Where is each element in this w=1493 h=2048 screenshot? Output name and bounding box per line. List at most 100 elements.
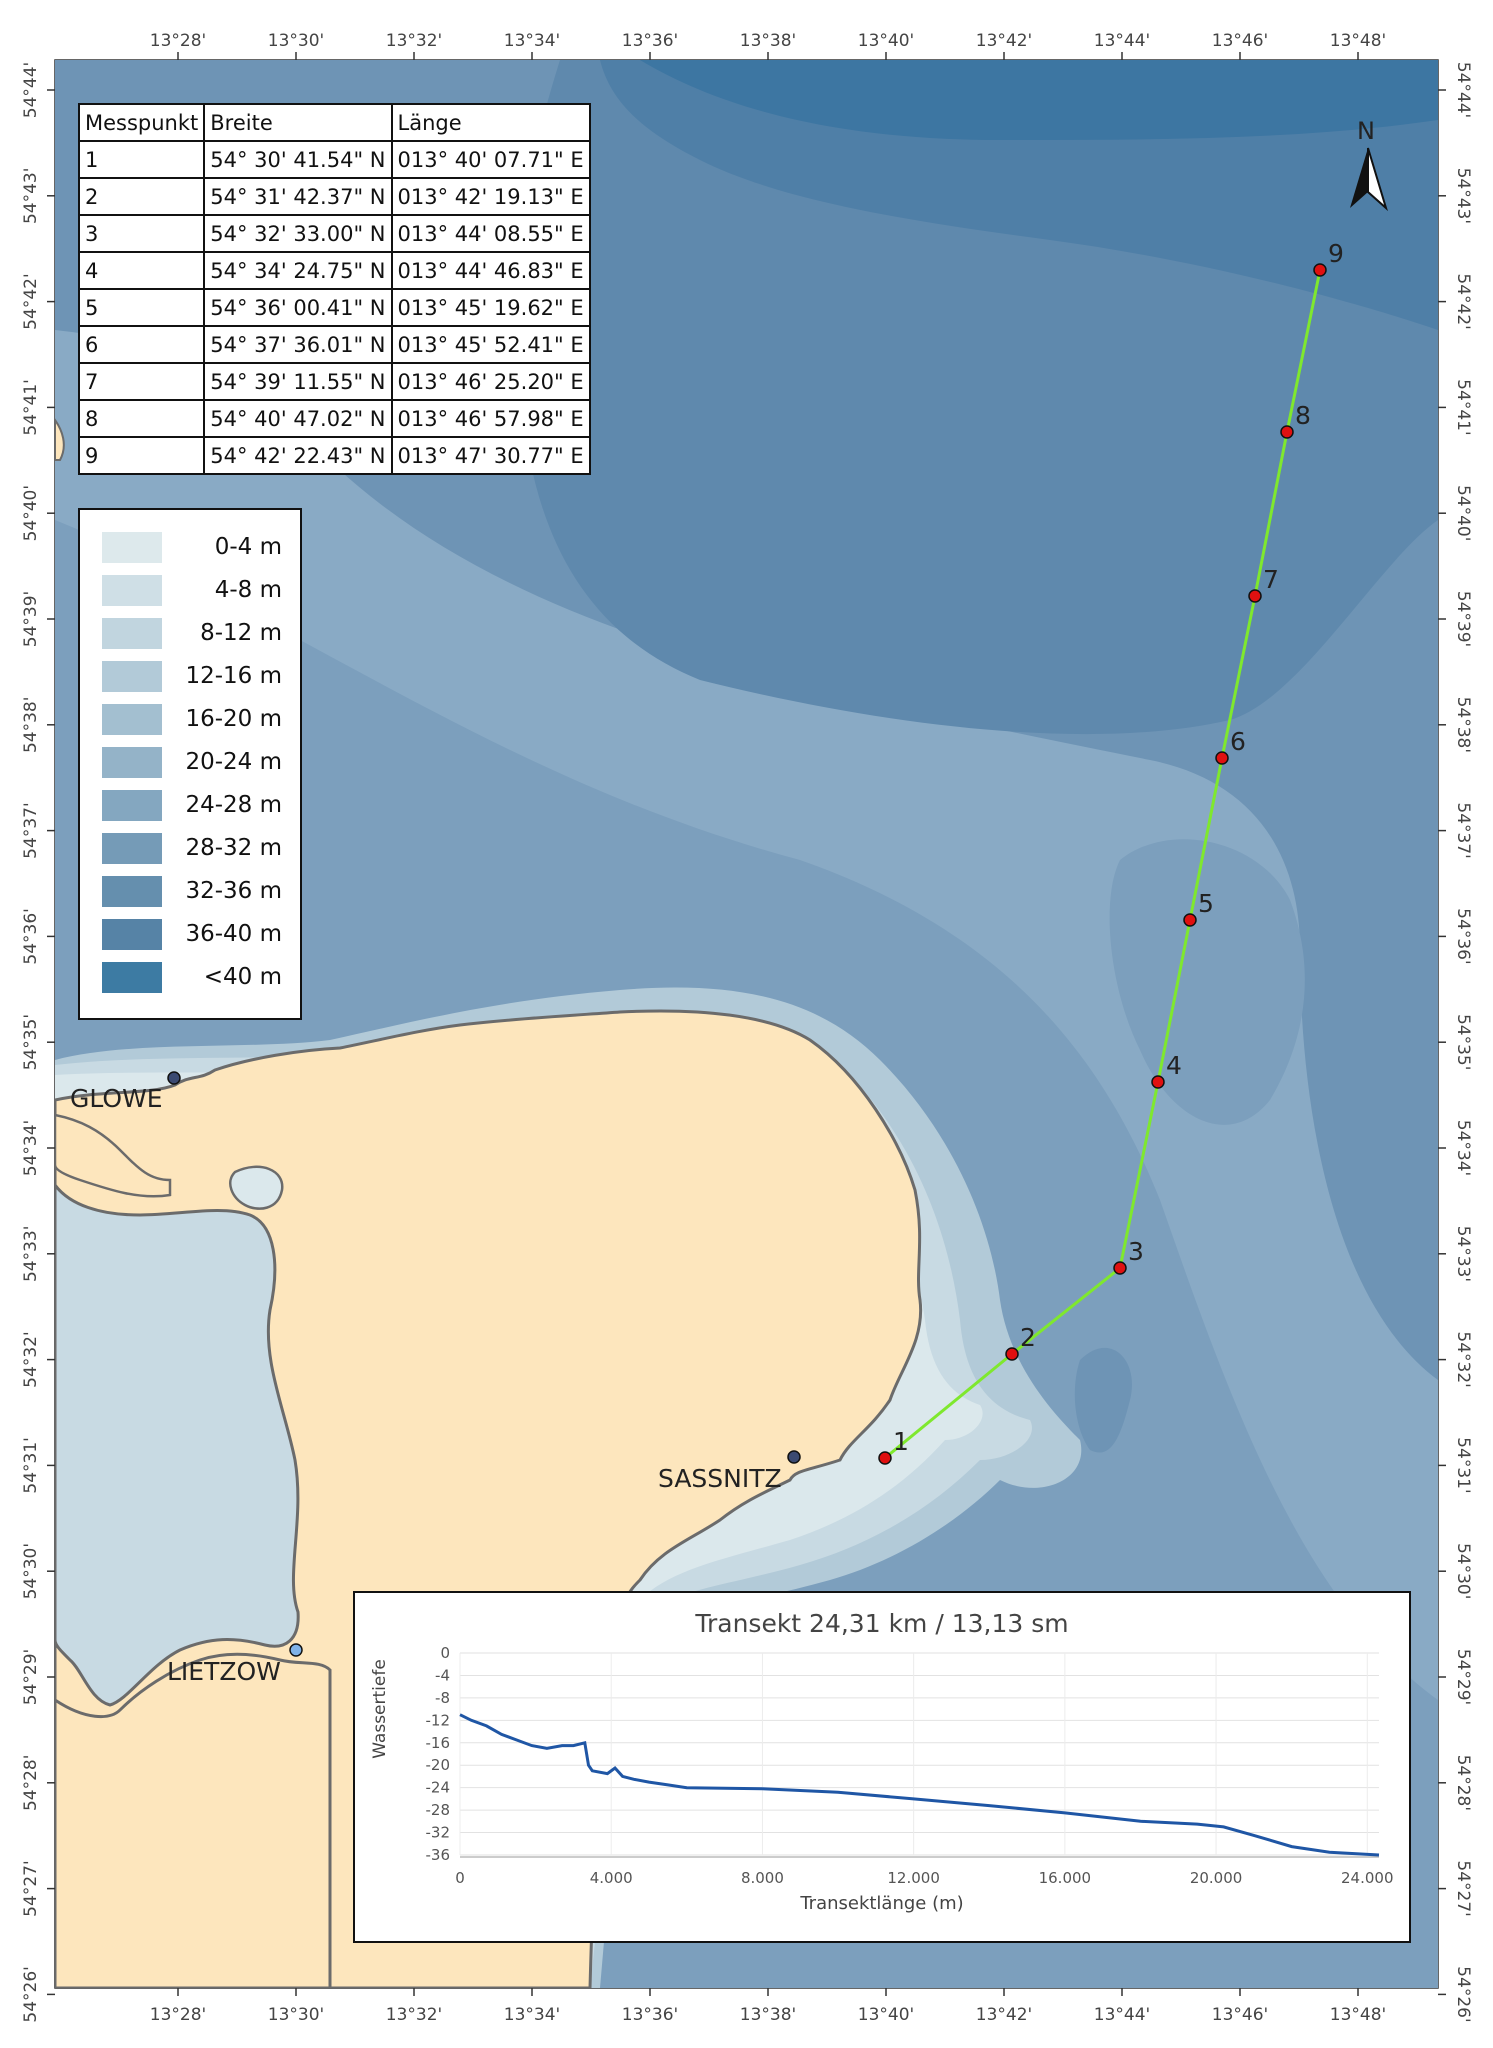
legend-label: 12-16 m — [185, 663, 282, 689]
lon-tick-top: 13°44' — [1094, 31, 1150, 51]
legend-item: 24-28 m — [102, 790, 282, 822]
table-header: Breite — [203, 103, 393, 142]
table-cell: 9 — [77, 436, 206, 475]
table-row: 6 54° 37' 36.01" N 013° 45' 52.41" E — [77, 325, 591, 364]
y-tick-label: -28 — [426, 1801, 451, 1819]
measurement-point-label: 5 — [1198, 889, 1214, 918]
depth-series-line — [459, 1713, 1380, 1857]
chart-y-axis-label: Wassertiefe — [370, 1659, 390, 1759]
lon-tick-bottom: 13°30' — [268, 2005, 324, 2025]
lat-tick-right: 54°41' — [1453, 379, 1473, 435]
table-cell: 54° 31' 42.37" N — [203, 177, 393, 216]
measurement-point-label: 9 — [1328, 239, 1344, 268]
lon-tick-bottom: 13°32' — [386, 2005, 442, 2025]
legend-swatch — [102, 575, 162, 606]
sassnitz-marker — [787, 1450, 801, 1464]
lat-tick-right: 54°33' — [1453, 1226, 1473, 1282]
north-arrow-icon — [1350, 147, 1388, 212]
measurement-point-label: 2 — [1020, 1323, 1036, 1352]
lon-tick-top: 13°42' — [976, 31, 1032, 51]
measurement-point-label: 6 — [1230, 727, 1246, 756]
lat-tick-left: 54°37' — [21, 802, 41, 858]
lat-tick-left: 54°43' — [21, 168, 41, 224]
lat-tick-right: 54°34' — [1453, 1120, 1473, 1176]
lagoon-inlet — [229, 1165, 284, 1210]
lon-tick-top: 13°32' — [386, 31, 442, 51]
depth-band-shoal — [1074, 1347, 1132, 1453]
legend-swatch — [102, 747, 162, 778]
land-west-edge — [55, 418, 65, 461]
legend-item: 8-12 m — [102, 618, 282, 650]
table-row: 8 54° 40' 47.02" N 013° 46' 57.98" E — [77, 399, 591, 438]
measurement-point-label: 8 — [1295, 401, 1311, 430]
table-cell: 54° 34' 24.75" N — [203, 251, 393, 290]
x-tick-label: 12.000 — [887, 1869, 940, 1887]
table-cell: 2 — [77, 177, 206, 216]
table-row: 4 54° 34' 24.75" N 013° 44' 46.83" E — [77, 251, 591, 290]
legend-item: <40 m — [102, 962, 282, 994]
measurement-point-label: 3 — [1128, 1237, 1144, 1266]
legend-label: 20-24 m — [185, 749, 282, 775]
lagoon-bay — [55, 1182, 300, 1707]
lat-tick-right: 54°31' — [1453, 1437, 1473, 1493]
y-tick-label: -4 — [435, 1666, 450, 1684]
lon-tick-bottom: 13°34' — [504, 2005, 560, 2025]
lat-tick-left: 54°32' — [21, 1331, 41, 1387]
lat-tick-left: 54°27' — [21, 1860, 41, 1916]
lat-tick-left: 54°38' — [21, 697, 41, 753]
land-strip-left — [55, 1113, 172, 1198]
lon-tick-bottom: 13°28' — [150, 2005, 206, 2025]
table-cell: 6 — [77, 325, 206, 364]
measurement-point — [1113, 1261, 1127, 1275]
lon-tick-bottom: 13°38' — [740, 2005, 796, 2025]
measurement-point — [878, 1451, 892, 1465]
y-tick-label: -36 — [426, 1846, 451, 1864]
table-cell: 013° 45' 19.62" E — [390, 288, 591, 327]
table-cell: 013° 47' 30.77" E — [390, 436, 591, 475]
table-cell: 013° 46' 57.98" E — [390, 399, 591, 438]
place-label-lietzow: LIETZOW — [167, 1657, 281, 1686]
lat-tick-left: 54°31' — [21, 1437, 41, 1493]
lat-tick-right: 54°42' — [1453, 273, 1473, 329]
lat-tick-right: 54°36' — [1453, 908, 1473, 964]
lat-tick-left: 54°29' — [21, 1649, 41, 1705]
glowe-marker — [167, 1071, 181, 1085]
table-cell: 54° 42' 22.43" N — [203, 436, 393, 475]
lat-tick-left: 54°26' — [21, 1966, 41, 2022]
legend-label: 4-8 m — [214, 577, 282, 603]
coordinate-table: Messpunkt Breite Länge 1 54° 30' 41.54" N 01… — [77, 103, 591, 475]
depth-profile-chart: Transekt 24,31 km / 13,13 sm Wassertiefe… — [353, 1591, 1411, 1943]
table-cell: 013° 44' 08.55" E — [390, 214, 591, 253]
lat-tick-left: 54°28' — [21, 1755, 41, 1811]
legend-item: 28-32 m — [102, 833, 282, 865]
table-row: 1 54° 30' 41.54" N 013° 40' 07.71" E — [77, 140, 591, 179]
y-tick-label: -8 — [435, 1689, 450, 1707]
measurement-point — [1151, 1075, 1165, 1089]
legend-label: 36-40 m — [185, 921, 282, 947]
lat-tick-right: 54°44' — [1453, 62, 1473, 118]
lon-tick-bottom: 13°40' — [858, 2005, 914, 2025]
lat-tick-right: 54°26' — [1453, 1966, 1473, 2022]
lat-tick-right: 54°32' — [1453, 1331, 1473, 1387]
legend-item: 20-24 m — [102, 747, 282, 779]
lat-tick-left: 54°35' — [21, 1014, 41, 1070]
legend-item: 4-8 m — [102, 575, 282, 607]
measurement-point — [1248, 589, 1262, 603]
measurement-point-label: 4 — [1166, 1051, 1182, 1080]
lat-tick-right: 54°30' — [1453, 1543, 1473, 1599]
lon-tick-top: 13°40' — [858, 31, 914, 51]
x-tick-label: 24.000 — [1341, 1869, 1394, 1887]
table-cell: 013° 40' 07.71" E — [390, 140, 591, 179]
measurement-point — [1005, 1347, 1019, 1361]
table-row: 3 54° 32' 33.00" N 013° 44' 08.55" E — [77, 214, 591, 253]
lat-tick-right: 54°27' — [1453, 1860, 1473, 1916]
lon-tick-top: 13°34' — [504, 31, 560, 51]
lat-tick-right: 54°35' — [1453, 1014, 1473, 1070]
table-cell: 013° 44' 46.83" E — [390, 251, 591, 290]
lon-tick-bottom: 13°44' — [1094, 2005, 1150, 2025]
x-tick-label: 4.000 — [590, 1869, 633, 1887]
place-label-glowe: GLOWE — [70, 1084, 163, 1113]
table-cell: 1 — [77, 140, 206, 179]
legend-swatch — [102, 790, 162, 821]
lon-tick-top: 13°28' — [150, 31, 206, 51]
